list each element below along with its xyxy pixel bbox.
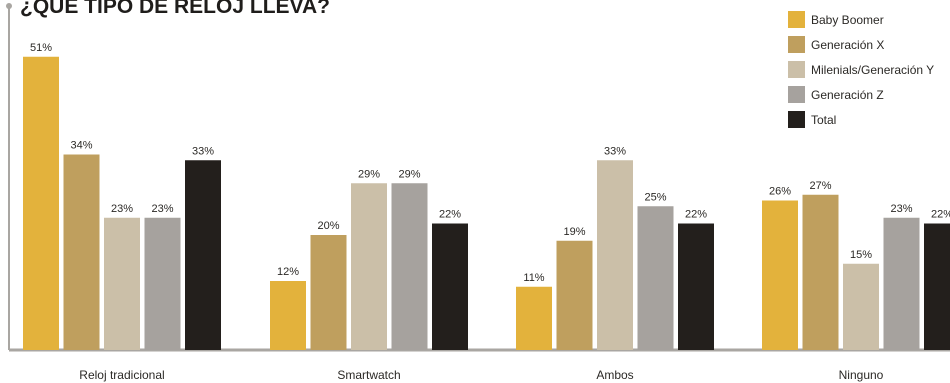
bar bbox=[762, 200, 798, 350]
bar bbox=[144, 217, 181, 350]
category-label: Smartwatch bbox=[337, 368, 400, 382]
legend-label: Total bbox=[811, 113, 836, 127]
bar bbox=[637, 206, 674, 350]
value-label: 25% bbox=[644, 191, 666, 203]
category-label: Reloj tradicional bbox=[79, 368, 164, 382]
bar bbox=[63, 154, 100, 350]
value-label: 29% bbox=[398, 168, 420, 180]
legend-item: Total bbox=[788, 111, 836, 128]
legend-item: Baby Boomer bbox=[788, 11, 884, 28]
value-label: 12% bbox=[277, 266, 299, 278]
bar bbox=[23, 56, 59, 350]
bar bbox=[185, 160, 221, 350]
value-label: 26% bbox=[769, 186, 791, 198]
value-label: 29% bbox=[358, 168, 380, 180]
value-label: 11% bbox=[523, 272, 544, 284]
legend-item: Generación Z bbox=[788, 86, 884, 103]
legend-swatch bbox=[788, 111, 805, 128]
bar bbox=[351, 183, 387, 350]
bar bbox=[310, 235, 347, 350]
bar bbox=[516, 286, 552, 350]
legend-label: Generación Z bbox=[811, 88, 884, 102]
bar bbox=[843, 263, 879, 350]
bar-group: 12% 20% 29% 29% 22% Smartwatch bbox=[270, 168, 468, 382]
bars: 51% 34% 23% 23% 33% Reloj tradicional 12% 20% 29… bbox=[23, 42, 950, 382]
bar bbox=[432, 223, 468, 350]
value-label: 27% bbox=[809, 180, 831, 192]
bar bbox=[678, 223, 714, 350]
category-label: Ambos bbox=[596, 368, 633, 382]
value-label: 19% bbox=[563, 226, 585, 238]
chart-title: ¿QUÉ TIPO DE RELOJ LLEVA? bbox=[20, 0, 330, 18]
value-label: 15% bbox=[850, 249, 872, 261]
value-label: 51% bbox=[30, 42, 52, 54]
y-axis-cap bbox=[6, 3, 12, 9]
value-label: 23% bbox=[890, 203, 912, 215]
bar bbox=[104, 217, 140, 350]
value-label: 22% bbox=[439, 209, 461, 221]
bar-group: 51% 34% 23% 23% 33% Reloj tradicional bbox=[23, 42, 221, 382]
value-label: 34% bbox=[70, 140, 92, 152]
legend-label: Baby Boomer bbox=[811, 13, 884, 27]
bar bbox=[802, 194, 839, 350]
value-label: 20% bbox=[317, 220, 339, 232]
legend-label: Generación X bbox=[811, 38, 884, 52]
legend-item: Milenials/Generación Y bbox=[788, 61, 934, 78]
bar bbox=[883, 217, 920, 350]
category-label: Ninguno bbox=[839, 368, 884, 382]
value-label: 23% bbox=[111, 203, 133, 215]
legend-swatch bbox=[788, 11, 805, 28]
legend-swatch bbox=[788, 86, 805, 103]
value-label: 23% bbox=[151, 203, 173, 215]
legend: Baby Boomer Generación X Milenials/Generac… bbox=[788, 11, 934, 128]
bar bbox=[270, 281, 306, 350]
value-label: 22% bbox=[685, 209, 707, 221]
bar bbox=[924, 223, 950, 350]
legend-label: Milenials/Generación Y bbox=[811, 63, 934, 77]
legend-swatch bbox=[788, 61, 805, 78]
bar-group: 26% 27% 15% 23% 22% Ninguno bbox=[762, 180, 950, 382]
bar bbox=[391, 183, 428, 350]
value-label: 22% bbox=[931, 209, 950, 221]
bar bbox=[597, 160, 633, 350]
value-label: 33% bbox=[604, 145, 626, 157]
legend-item: Generación X bbox=[788, 36, 884, 53]
value-label: 33% bbox=[192, 145, 214, 157]
bar bbox=[556, 240, 593, 350]
legend-swatch bbox=[788, 36, 805, 53]
bar-group: 11% 19% 33% 25% 22% Ambos bbox=[516, 145, 714, 382]
